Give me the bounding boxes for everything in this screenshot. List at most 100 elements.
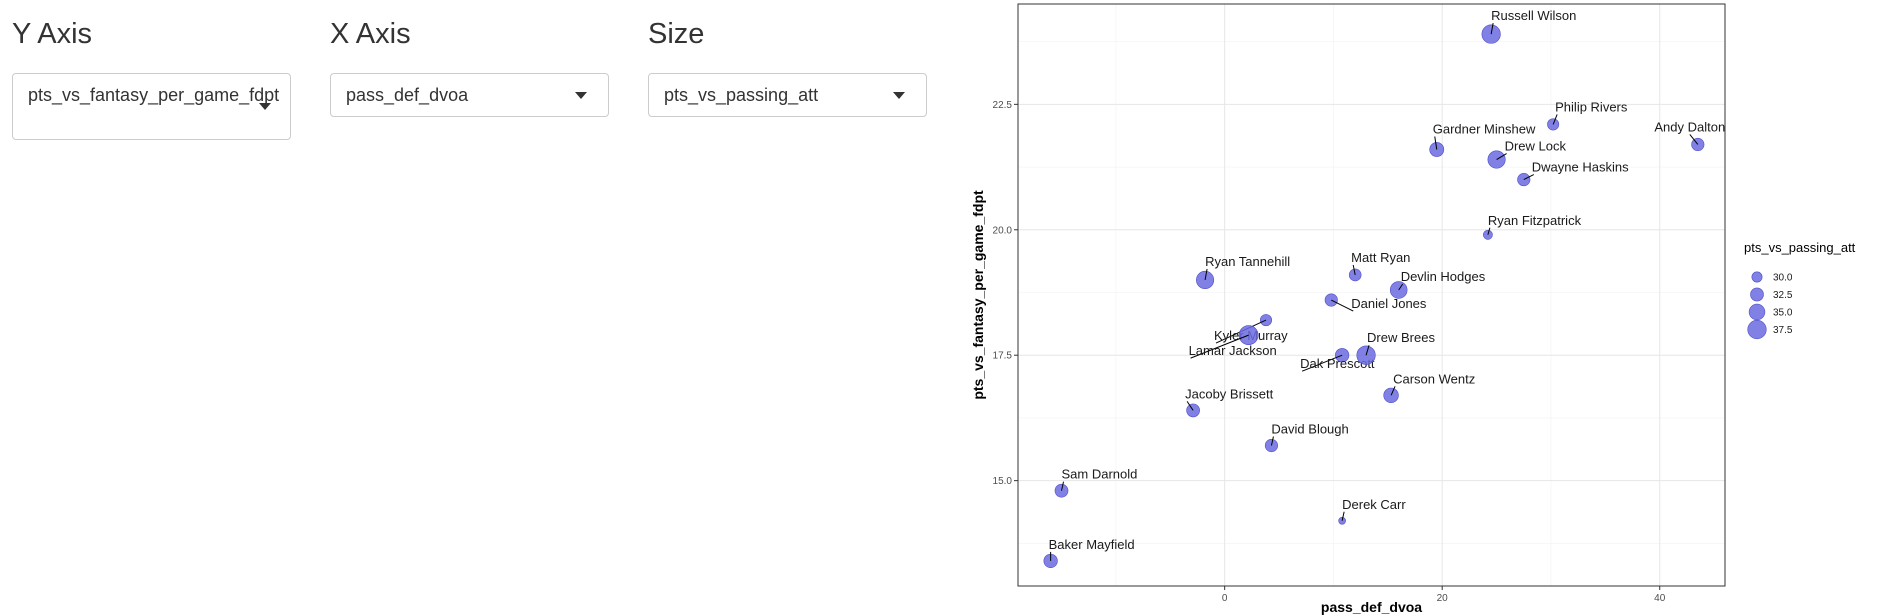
- point-label: Derek Carr: [1342, 497, 1406, 512]
- point-label: Matt Ryan: [1351, 250, 1410, 265]
- y-axis-title: pts_vs_fantasy_per_game_fdpt: [970, 190, 986, 400]
- legend-key-label: 35.0: [1773, 308, 1793, 319]
- data-point-group: Sam Darnold: [1054, 467, 1138, 498]
- data-point-group: Drew Brees: [1356, 330, 1435, 365]
- size-select[interactable]: pts_vs_passing_att: [648, 73, 927, 117]
- label-leader-line: [1365, 345, 1370, 356]
- point-label: Dwayne Haskins: [1532, 160, 1629, 175]
- data-point: [1335, 348, 1350, 363]
- y-tick-label: 22.5: [993, 100, 1013, 111]
- size-select-value: pts_vs_passing_att: [664, 85, 819, 105]
- data-point-group: Carson Wentz: [1383, 371, 1475, 403]
- x-axis-select-value: pass_def_dvoa: [346, 85, 469, 105]
- legend-key-circle: [1751, 271, 1763, 283]
- legend: pts_vs_passing_att 30.0 32.5 35.0 37.5: [1744, 240, 1856, 340]
- y-tick-label: 20.0: [993, 225, 1013, 236]
- data-point-group: Andy Dalton: [1654, 119, 1725, 152]
- x-tick-label: 0: [1222, 593, 1228, 604]
- legend-key-label: 30.0: [1773, 273, 1793, 284]
- point-label: Baker Mayfield: [1049, 537, 1135, 552]
- legend-title: pts_vs_passing_att: [1744, 240, 1856, 255]
- scatter-chart: 0 20 40 15.0 17.5 20.0 22.5 Russell Wilson Phil…: [970, 3, 1856, 615]
- legend-key-circle: [1747, 319, 1767, 340]
- data-point: [1196, 270, 1215, 289]
- legend-key-circle: [1748, 303, 1766, 321]
- y-axis-select[interactable]: pts_vs_fantasy_per_game_fdpt: [12, 73, 291, 140]
- data-point: [1481, 24, 1501, 44]
- grid-lines: [1018, 4, 1725, 586]
- chevron-down-icon: [893, 92, 905, 99]
- label-leader-line: [1270, 436, 1274, 446]
- label-leader-line: [1331, 299, 1354, 312]
- data-points: Russell Wilson Philip Rivers Andy Dalton Ga…: [1043, 8, 1725, 569]
- data-point: [1389, 281, 1408, 299]
- x-axis-label: X Axis: [330, 18, 411, 50]
- chevron-down-icon: [575, 92, 587, 99]
- x-axis-title: pass_def_dvoa: [1321, 599, 1422, 615]
- legend-key-label: 32.5: [1773, 290, 1793, 301]
- data-point-group: Dwayne Haskins: [1517, 160, 1629, 187]
- label-leader-line: [1390, 386, 1396, 396]
- data-point: [1517, 173, 1531, 187]
- label-leader-line: [1496, 153, 1507, 160]
- point-label: Carson Wentz: [1393, 371, 1475, 386]
- y-tick-label: 17.5: [993, 351, 1013, 362]
- x-tick-label: 20: [1437, 593, 1449, 604]
- y-axis-select-value: pts_vs_fantasy_per_game_fdpt: [28, 85, 280, 105]
- label-leader-line: [1398, 283, 1404, 291]
- data-point-group: Devlin Hodges: [1389, 269, 1486, 299]
- point-label: Philip Rivers: [1555, 99, 1628, 114]
- chevron-down-icon: [259, 103, 271, 110]
- data-point-group: Ryan Tannehill: [1196, 254, 1290, 289]
- legend-key-label: 37.5: [1773, 325, 1793, 336]
- axes: 0 20 40 15.0 17.5 20.0 22.5: [993, 100, 1666, 604]
- point-label: Gardner Minshew: [1433, 122, 1536, 137]
- point-label: Dak Prescott: [1300, 356, 1375, 371]
- point-label: Devlin Hodges: [1401, 269, 1486, 284]
- data-point-group: Lamar Jackson: [1189, 325, 1277, 359]
- label-leader-line: [1301, 354, 1343, 372]
- label-leader-line: [1490, 23, 1494, 35]
- data-point-group: Jacoby Brissett: [1185, 386, 1274, 418]
- data-point-group: Russell Wilson: [1481, 8, 1576, 44]
- data-point-group: Gardner Minshew: [1429, 122, 1536, 157]
- point-label: Andy Dalton: [1654, 119, 1725, 134]
- point-label: Sam Darnold: [1062, 467, 1138, 482]
- data-point-group: Dak Prescott: [1300, 348, 1375, 372]
- y-axis-label: Y Axis: [12, 18, 93, 50]
- label-leader-line: [1190, 334, 1249, 359]
- x-tick-label: 40: [1654, 593, 1666, 604]
- point-label: Ryan Fitzpatrick: [1488, 213, 1582, 228]
- label-leader-line: [1204, 268, 1208, 281]
- point-label: Daniel Jones: [1351, 296, 1427, 311]
- data-point-group: Matt Ryan: [1348, 250, 1410, 282]
- label-leader-line: [1487, 227, 1491, 235]
- label-leader-line: [1552, 114, 1558, 125]
- label-leader-line: [1434, 136, 1438, 150]
- x-axis-select[interactable]: pass_def_dvoa: [330, 73, 609, 117]
- size-label: Size: [648, 18, 705, 50]
- point-label: Ryan Tannehill: [1205, 254, 1290, 269]
- data-point: [1547, 118, 1560, 131]
- data-point: [1238, 325, 1259, 345]
- data-point-group: Daniel Jones: [1324, 293, 1427, 312]
- data-point-group: Baker Mayfield: [1043, 537, 1135, 569]
- data-point-group: Philip Rivers: [1547, 99, 1628, 131]
- data-point-group: David Blough: [1264, 422, 1349, 453]
- point-label: Drew Brees: [1367, 330, 1435, 345]
- label-leader-line: [1689, 134, 1699, 145]
- label-leader-line: [1352, 264, 1356, 276]
- label-leader-line: [1186, 401, 1194, 411]
- data-point-group: Derek Carr: [1338, 497, 1406, 525]
- label-leader-line: [1523, 174, 1535, 181]
- point-label: Drew Lock: [1505, 139, 1567, 154]
- point-label: Jacoby Brissett: [1185, 386, 1274, 401]
- point-label: David Blough: [1271, 422, 1348, 437]
- point-label: Russell Wilson: [1491, 8, 1576, 23]
- label-leader-line: [1341, 511, 1345, 521]
- plot-background: [1018, 4, 1725, 586]
- plot-border: [1017, 3, 1726, 587]
- point-label: Lamar Jackson: [1189, 343, 1277, 358]
- data-point: [1259, 314, 1272, 327]
- label-leader-line: [1061, 481, 1064, 491]
